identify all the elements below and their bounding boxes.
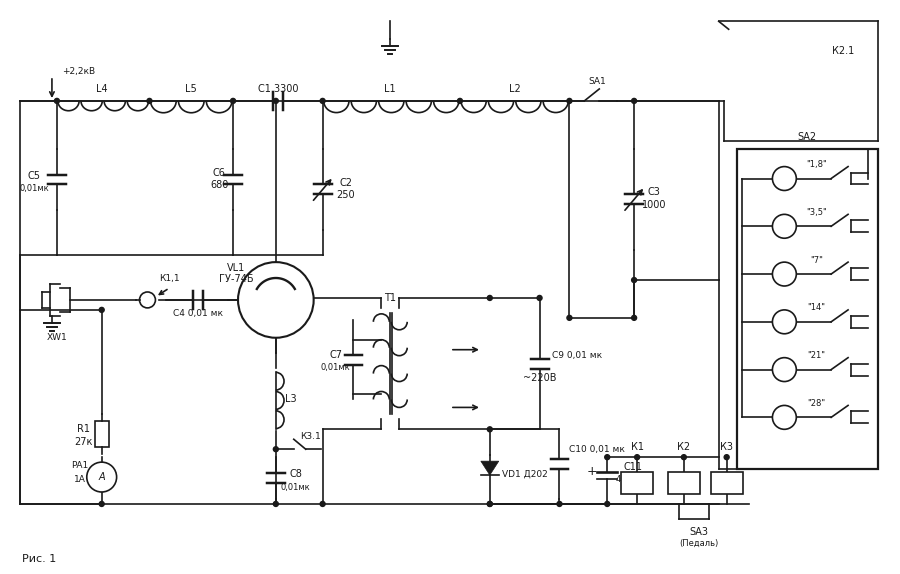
Text: К2.1: К2.1 — [832, 46, 854, 56]
Circle shape — [457, 98, 463, 103]
Circle shape — [274, 98, 278, 103]
Text: 27к: 27к — [75, 437, 93, 447]
Circle shape — [557, 502, 562, 506]
Text: L3: L3 — [285, 394, 297, 405]
Text: ГУ-74Б: ГУ-74Б — [219, 274, 254, 284]
Text: РА1: РА1 — [71, 460, 88, 470]
Text: К1,1: К1,1 — [159, 274, 180, 282]
Text: 1000: 1000 — [642, 200, 666, 211]
Text: "1,8": "1,8" — [806, 160, 826, 169]
Circle shape — [274, 447, 278, 452]
Text: SA1: SA1 — [589, 76, 607, 86]
Text: ~220В: ~220В — [523, 373, 556, 382]
Circle shape — [632, 98, 636, 103]
Text: К1: К1 — [631, 442, 644, 452]
Circle shape — [605, 455, 609, 460]
Text: С10 0,01 мк: С10 0,01 мк — [570, 445, 626, 453]
Circle shape — [634, 455, 640, 460]
Circle shape — [772, 405, 796, 429]
Text: С8: С8 — [289, 469, 302, 479]
Circle shape — [772, 358, 796, 382]
Circle shape — [632, 278, 636, 282]
Text: SA3: SA3 — [689, 527, 708, 537]
Text: Т1: Т1 — [384, 293, 396, 303]
Text: +2,2кВ: +2,2кВ — [62, 67, 95, 76]
Circle shape — [487, 296, 492, 300]
Circle shape — [99, 502, 104, 506]
Text: С11: С11 — [624, 462, 643, 472]
Circle shape — [772, 310, 796, 333]
Text: К3.1: К3.1 — [301, 432, 321, 441]
Text: С2: С2 — [339, 177, 352, 188]
Text: К3: К3 — [720, 442, 733, 452]
Circle shape — [320, 98, 325, 103]
Bar — [736, 149, 878, 469]
Text: "3,5": "3,5" — [806, 208, 826, 217]
Text: С9 0,01 мк: С9 0,01 мк — [553, 351, 602, 360]
Text: 0,01мк: 0,01мк — [19, 184, 49, 193]
Circle shape — [147, 98, 152, 103]
Text: 400мк×: 400мк× — [616, 475, 650, 483]
Circle shape — [567, 98, 572, 103]
Text: ХW1: ХW1 — [47, 333, 68, 342]
Text: А: А — [98, 472, 105, 482]
Circle shape — [487, 427, 492, 432]
Text: С1 3300: С1 3300 — [257, 84, 298, 94]
Circle shape — [86, 462, 117, 492]
Text: "7": "7" — [810, 255, 823, 265]
Circle shape — [238, 262, 314, 338]
Circle shape — [487, 502, 492, 506]
Circle shape — [567, 315, 572, 320]
Circle shape — [54, 98, 59, 103]
Text: С7: С7 — [329, 350, 342, 360]
Polygon shape — [481, 461, 499, 475]
Text: "21": "21" — [807, 351, 825, 360]
Text: Рис. 1: Рис. 1 — [22, 554, 57, 564]
Text: VD1 Д202: VD1 Д202 — [502, 470, 547, 479]
Text: С6: С6 — [212, 168, 226, 177]
Text: +: + — [587, 464, 598, 478]
Text: "28": "28" — [807, 399, 825, 408]
Circle shape — [320, 502, 325, 506]
Bar — [94, 421, 109, 447]
Text: 0,01мк: 0,01мк — [281, 483, 310, 491]
Bar — [621, 472, 653, 494]
Bar — [711, 472, 742, 494]
Text: С3: С3 — [648, 188, 661, 197]
Text: R1: R1 — [77, 424, 90, 435]
Text: L5: L5 — [185, 84, 197, 94]
Text: С5: С5 — [28, 170, 40, 181]
Circle shape — [99, 308, 104, 312]
Bar — [668, 472, 700, 494]
Text: (Педаль): (Педаль) — [680, 539, 718, 548]
Circle shape — [274, 502, 278, 506]
Text: 680: 680 — [210, 180, 229, 191]
Circle shape — [772, 166, 796, 191]
Circle shape — [632, 315, 636, 320]
Circle shape — [605, 502, 609, 506]
Circle shape — [487, 502, 492, 506]
Text: L2: L2 — [508, 84, 520, 94]
Text: ×50В: ×50В — [621, 487, 644, 495]
Text: SA2: SA2 — [797, 131, 817, 142]
Circle shape — [724, 455, 729, 460]
Text: 1А: 1А — [74, 475, 86, 483]
Circle shape — [772, 214, 796, 238]
Circle shape — [681, 455, 687, 460]
Text: VL1: VL1 — [227, 263, 245, 273]
Text: L4: L4 — [96, 84, 107, 94]
Circle shape — [537, 296, 542, 300]
Text: 0,01мк: 0,01мк — [320, 363, 350, 372]
Text: 250: 250 — [337, 191, 355, 200]
Text: "14": "14" — [807, 304, 825, 312]
Circle shape — [772, 262, 796, 286]
Text: К2: К2 — [678, 442, 690, 452]
Text: L1: L1 — [384, 84, 396, 94]
Text: С4 0,01 мк: С4 0,01 мк — [173, 309, 223, 319]
Circle shape — [230, 98, 236, 103]
